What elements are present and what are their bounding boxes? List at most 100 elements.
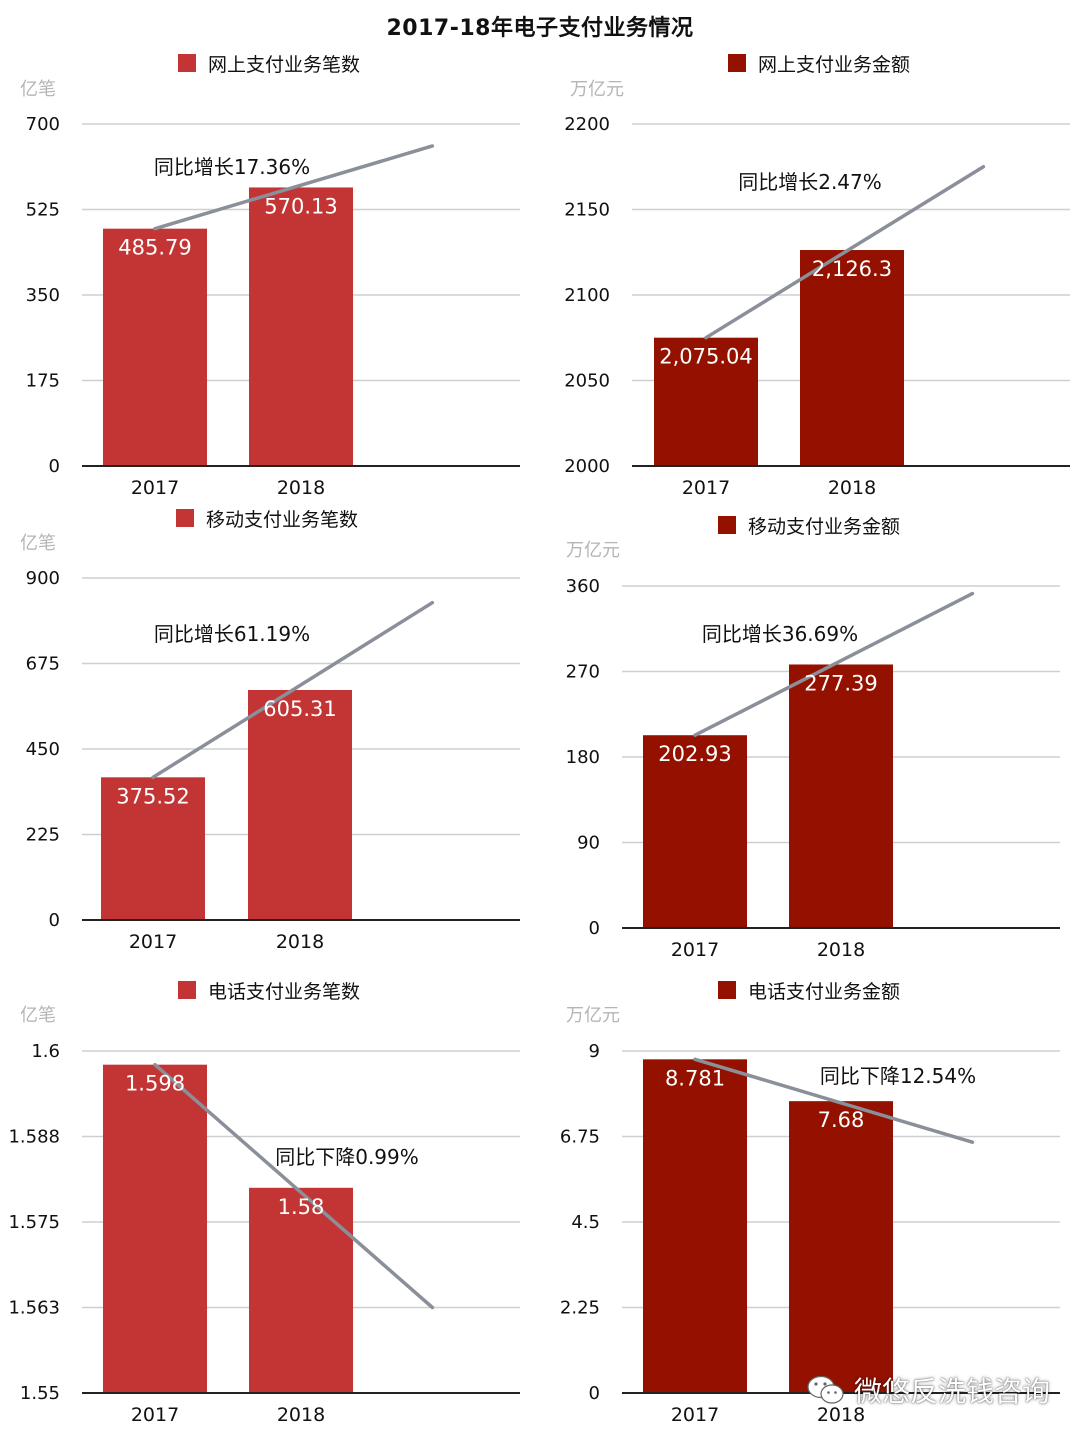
growth-annotation: 同比增长17.36% [154, 155, 310, 179]
watermark: 微悠反洗钱咨询 [806, 1370, 1050, 1410]
y-tick-label: 2150 [564, 200, 610, 221]
y-tick-label: 1.6 [31, 1041, 60, 1062]
y-tick-label: 175 [26, 371, 60, 392]
x-tick-label: 2017 [671, 939, 719, 961]
y-unit-label: 亿笔 [20, 79, 56, 100]
bar-value-label: 202.93 [658, 742, 731, 766]
bar [789, 664, 893, 928]
y-tick-label: 2100 [564, 285, 610, 306]
x-tick-label: 2017 [131, 1404, 179, 1426]
bar-value-label: 485.79 [118, 236, 191, 260]
y-unit-label: 万亿元 [566, 1005, 620, 1026]
legend-label: 移动支付业务笔数 [206, 509, 358, 531]
y-tick-label: 1.588 [8, 1127, 60, 1148]
legend-swatch [178, 981, 196, 999]
bar [789, 1101, 893, 1393]
bar [103, 1064, 207, 1393]
bar [800, 250, 904, 466]
y-tick-label: 90 [577, 833, 600, 854]
y-tick-label: 0 [589, 918, 600, 939]
growth-annotation: 同比下降12.54% [820, 1064, 976, 1088]
y-tick-label: 270 [566, 662, 600, 683]
y-unit-label: 亿笔 [20, 533, 56, 554]
y-tick-label: 6.75 [560, 1127, 600, 1148]
bar-value-label: 605.31 [263, 697, 336, 721]
y-tick-label: 180 [566, 747, 600, 768]
legend-label: 电话支付业务金额 [748, 981, 900, 1003]
y-tick-label: 2.25 [560, 1298, 600, 1319]
legend-label: 移动支付业务金额 [748, 516, 900, 538]
y-tick-label: 0 [49, 456, 60, 477]
watermark-text: 微悠反洗钱咨询 [853, 1375, 1050, 1408]
trend-line [151, 600, 435, 780]
y-unit-label: 万亿元 [570, 79, 624, 100]
legend-swatch [176, 509, 194, 527]
bar-value-label: 2,075.04 [659, 345, 753, 369]
y-tick-label: 700 [26, 114, 60, 135]
trend-line [153, 144, 435, 231]
trend-line [153, 1062, 435, 1310]
x-tick-label: 2018 [277, 1404, 325, 1426]
y-tick-label: 675 [26, 654, 60, 675]
bar [654, 337, 758, 466]
y-tick-label: 0 [589, 1383, 600, 1404]
x-tick-label: 2017 [129, 931, 177, 953]
legend-label: 网上支付业务金额 [758, 54, 910, 76]
trend-line [693, 591, 975, 737]
legend-swatch [718, 981, 736, 999]
x-tick-label: 2018 [277, 477, 325, 499]
bar-value-label: 8.781 [665, 1066, 725, 1090]
y-tick-label: 350 [26, 285, 60, 306]
x-tick-label: 2017 [671, 1404, 719, 1426]
bar [643, 735, 747, 928]
y-tick-label: 2050 [564, 371, 610, 392]
x-tick-label: 2018 [276, 931, 324, 953]
bar [248, 689, 352, 920]
legend-label: 网上支付业务笔数 [208, 54, 360, 76]
growth-annotation: 同比增长61.19% [154, 622, 310, 646]
legend-label: 电话支付业务笔数 [208, 981, 360, 1003]
legend-swatch [728, 54, 746, 72]
y-tick-label: 1.575 [8, 1212, 60, 1233]
page-title: 2017-18年电子支付业务情况 [386, 16, 694, 41]
bar [101, 777, 205, 920]
y-tick-label: 900 [26, 568, 60, 589]
y-tick-label: 525 [26, 200, 60, 221]
trend-line [693, 1057, 975, 1144]
legend-swatch [718, 516, 736, 534]
y-tick-label: 0 [49, 910, 60, 931]
bar-value-label: 1.598 [125, 1072, 185, 1096]
bar-value-label: 1.58 [278, 1195, 325, 1219]
x-tick-label: 2017 [682, 477, 730, 499]
y-tick-label: 1.563 [8, 1298, 60, 1319]
y-tick-label: 360 [566, 576, 600, 597]
bar [249, 187, 353, 466]
growth-annotation: 同比增长2.47% [738, 170, 882, 194]
x-tick-label: 2018 [817, 1404, 865, 1426]
bar-value-label: 2,126.3 [812, 257, 892, 281]
y-unit-label: 万亿元 [566, 540, 620, 561]
bar-value-label: 277.39 [804, 671, 877, 695]
y-tick-label: 4.5 [571, 1212, 600, 1233]
x-tick-label: 2018 [828, 477, 876, 499]
x-tick-label: 2017 [131, 477, 179, 499]
growth-annotation: 同比增长36.69% [702, 622, 858, 646]
bar-value-label: 570.13 [264, 194, 337, 218]
y-tick-label: 2200 [564, 114, 610, 135]
y-tick-label: 1.55 [20, 1383, 60, 1404]
y-unit-label: 亿笔 [20, 1005, 56, 1026]
x-tick-label: 2018 [817, 939, 865, 961]
bar [103, 228, 207, 466]
trend-line [704, 165, 986, 340]
bar-value-label: 375.52 [116, 784, 189, 808]
wechat-icon [806, 1373, 846, 1407]
y-tick-label: 2000 [564, 456, 610, 477]
growth-annotation: 同比下降0.99% [275, 1145, 419, 1169]
y-tick-label: 450 [26, 739, 60, 760]
bar [643, 1059, 747, 1393]
bar-value-label: 7.68 [818, 1108, 865, 1132]
y-tick-label: 225 [26, 825, 60, 846]
y-tick-label: 9 [589, 1041, 600, 1062]
legend-swatch [178, 54, 196, 72]
